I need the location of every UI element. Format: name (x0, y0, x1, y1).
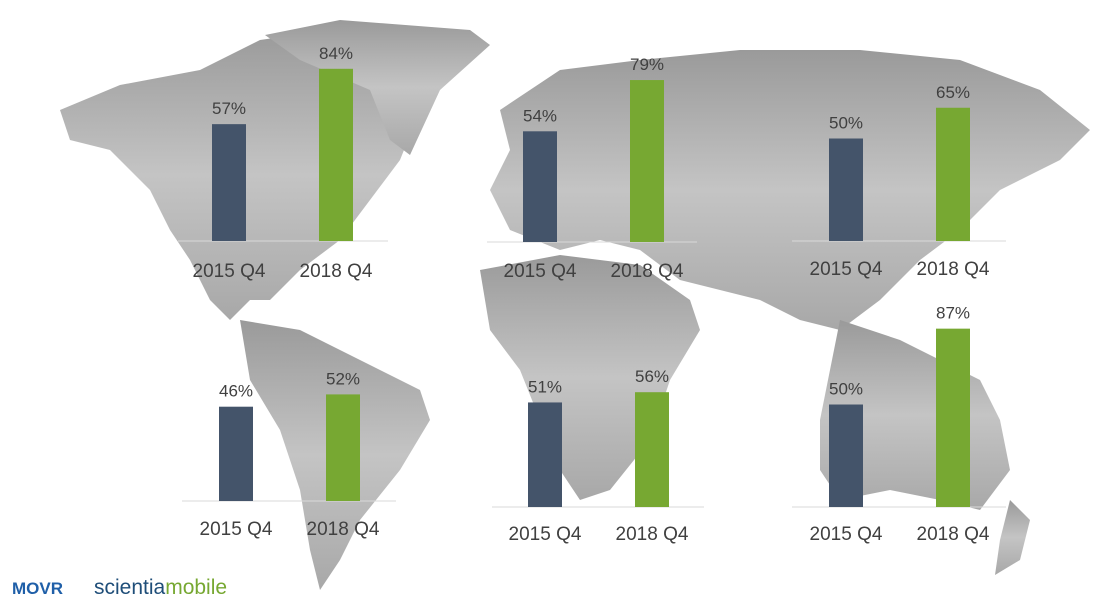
logo: scientiamobile (94, 576, 227, 599)
category-label: 2018 Q4 (616, 524, 689, 545)
bar (936, 328, 970, 507)
category-label: 2018 Q4 (300, 261, 373, 282)
category-label: 2018 Q4 (917, 524, 990, 545)
category-label: 2015 Q4 (810, 524, 883, 545)
bar (219, 406, 253, 501)
value-label: 87% (936, 304, 970, 323)
value-label: 51% (528, 377, 562, 396)
bar (829, 138, 863, 241)
category-label: 2015 Q4 (509, 524, 582, 545)
bar (319, 68, 353, 241)
category-label: 2015 Q4 (200, 519, 273, 540)
value-label: 50% (829, 380, 863, 399)
category-label: 2018 Q4 (917, 259, 990, 280)
logo-part: mobile (165, 576, 227, 599)
value-label: 50% (829, 114, 863, 133)
footer-logo: MOVR scientiamobile (12, 576, 227, 599)
bar (635, 392, 669, 507)
brand: MOVR (12, 579, 63, 598)
value-label: 65% (936, 83, 970, 102)
category-label: 2018 Q4 (307, 519, 380, 540)
value-label: 54% (523, 106, 557, 125)
bar (523, 131, 557, 242)
value-label: 79% (630, 55, 664, 74)
value-label: 56% (635, 367, 669, 386)
bar (326, 394, 360, 501)
logo-part: scientia (94, 576, 166, 599)
bar (936, 107, 970, 241)
category-label: 2015 Q4 (193, 261, 266, 282)
category-label: 2018 Q4 (611, 261, 684, 282)
value-label: 46% (219, 382, 253, 401)
value-label: 52% (326, 369, 360, 388)
bar (212, 124, 246, 241)
category-label: 2015 Q4 (810, 259, 883, 280)
category-label: 2015 Q4 (504, 261, 577, 282)
bar (630, 80, 664, 242)
bar (528, 402, 562, 507)
value-label: 84% (319, 44, 353, 63)
value-label: 57% (212, 99, 246, 118)
bar (829, 404, 863, 507)
